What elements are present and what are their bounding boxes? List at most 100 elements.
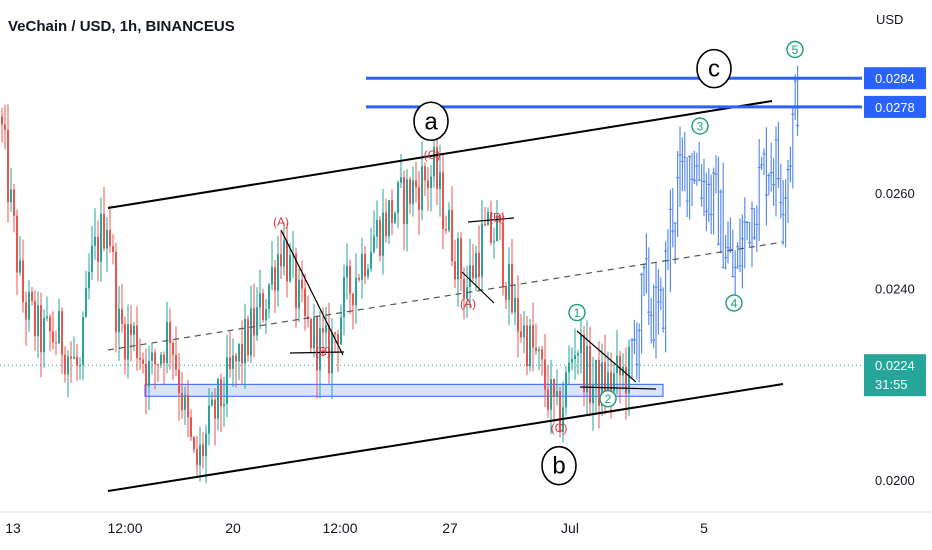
candle-body xyxy=(100,213,102,262)
candle-body xyxy=(55,342,57,344)
candle-body xyxy=(544,359,546,390)
wave-label-text: 3 xyxy=(697,120,704,134)
time-axis-tick: 13 xyxy=(5,520,21,536)
candle-body xyxy=(283,240,285,267)
candle-body xyxy=(250,308,252,356)
candle-body xyxy=(391,200,393,223)
candle-body xyxy=(409,179,411,204)
pattern-trendline xyxy=(467,217,515,223)
candle-body xyxy=(412,180,414,204)
wave-label-text: (B) xyxy=(315,344,331,358)
candle-body xyxy=(274,267,276,291)
candle-body xyxy=(481,223,483,277)
candle-body xyxy=(172,343,174,355)
wave-label-text: (A) xyxy=(273,215,289,229)
candle-body xyxy=(202,444,204,457)
candle-body xyxy=(520,331,522,338)
wave-label-text: 2 xyxy=(605,392,612,406)
wave-degree-label: a xyxy=(424,108,438,135)
candle-body xyxy=(286,240,288,282)
candle-body xyxy=(79,365,81,367)
candle-body xyxy=(553,379,555,398)
price-axis-background xyxy=(862,0,932,550)
candle-body xyxy=(487,211,489,226)
candle-body xyxy=(43,318,45,353)
candle-body xyxy=(217,378,219,419)
candle-body xyxy=(418,187,420,210)
candle-body xyxy=(196,449,198,466)
candle-body xyxy=(193,436,195,450)
wave-degree-circle xyxy=(413,101,449,142)
candle-body xyxy=(379,219,381,256)
candle-body xyxy=(493,241,495,243)
candle-body xyxy=(115,252,117,333)
candle-body xyxy=(229,357,231,369)
candle-body xyxy=(433,147,435,177)
candle-body xyxy=(583,334,585,392)
candle-body xyxy=(352,293,354,306)
candle-body xyxy=(160,354,162,365)
candle-body xyxy=(613,373,615,392)
candle-body xyxy=(463,278,465,299)
wave-degree-circle xyxy=(541,445,577,486)
candle-body xyxy=(58,311,60,344)
candle-body xyxy=(505,285,507,300)
wave-degree-label: b xyxy=(552,453,565,480)
candle-body xyxy=(49,316,51,332)
candle-body xyxy=(208,405,210,434)
candle-body xyxy=(10,189,12,203)
candle-body xyxy=(97,236,99,262)
wave-label-text: (A) xyxy=(460,297,476,311)
candle-body xyxy=(430,176,432,189)
candle-body xyxy=(139,358,141,360)
candle-body xyxy=(349,265,351,294)
candle-body xyxy=(415,180,417,188)
candle-body xyxy=(628,346,630,394)
candle-body xyxy=(571,359,573,363)
wave-label-circle xyxy=(725,294,743,312)
candle-body xyxy=(238,343,240,362)
candle-body xyxy=(214,399,216,419)
candle-body xyxy=(109,230,111,247)
candle-body xyxy=(574,355,576,360)
price-tag-text: 0.0284 xyxy=(875,71,915,86)
pattern-trendline xyxy=(461,271,495,304)
pattern-trendline xyxy=(576,330,637,383)
candle-body xyxy=(334,332,336,335)
candle-body xyxy=(601,362,603,406)
candle-body xyxy=(91,245,93,273)
candle-body xyxy=(367,268,369,277)
candles-group xyxy=(1,104,630,484)
candle-body xyxy=(550,379,552,410)
time-axis-tick: 12:00 xyxy=(107,520,142,536)
candle-body xyxy=(64,354,66,375)
candle-body xyxy=(325,325,327,333)
candle-body xyxy=(559,391,561,433)
price-tag-box xyxy=(864,67,926,90)
candle-body xyxy=(259,293,261,308)
candle-body xyxy=(235,355,237,362)
wave-label-text: (B) xyxy=(489,210,505,224)
candle-body xyxy=(592,385,594,404)
candle-body xyxy=(166,322,168,363)
time-axis-tick: 12:00 xyxy=(322,520,357,536)
candle-body xyxy=(19,260,21,273)
candle-body xyxy=(226,357,228,405)
candle-body xyxy=(421,166,423,210)
candle-body xyxy=(7,129,9,203)
candle-body xyxy=(484,223,486,226)
candle-body xyxy=(145,364,147,387)
candle-body xyxy=(607,372,609,397)
candle-body xyxy=(157,364,159,366)
candle-body xyxy=(511,264,513,313)
candle-body xyxy=(373,236,375,252)
wave-label-text: 1 xyxy=(574,306,581,320)
candle-body xyxy=(241,343,243,364)
candle-body xyxy=(526,325,528,367)
candle-body xyxy=(73,356,75,359)
support-zone-box xyxy=(144,383,664,397)
price-tag-text: 0.0278 xyxy=(875,100,915,115)
candle-body xyxy=(322,328,324,333)
